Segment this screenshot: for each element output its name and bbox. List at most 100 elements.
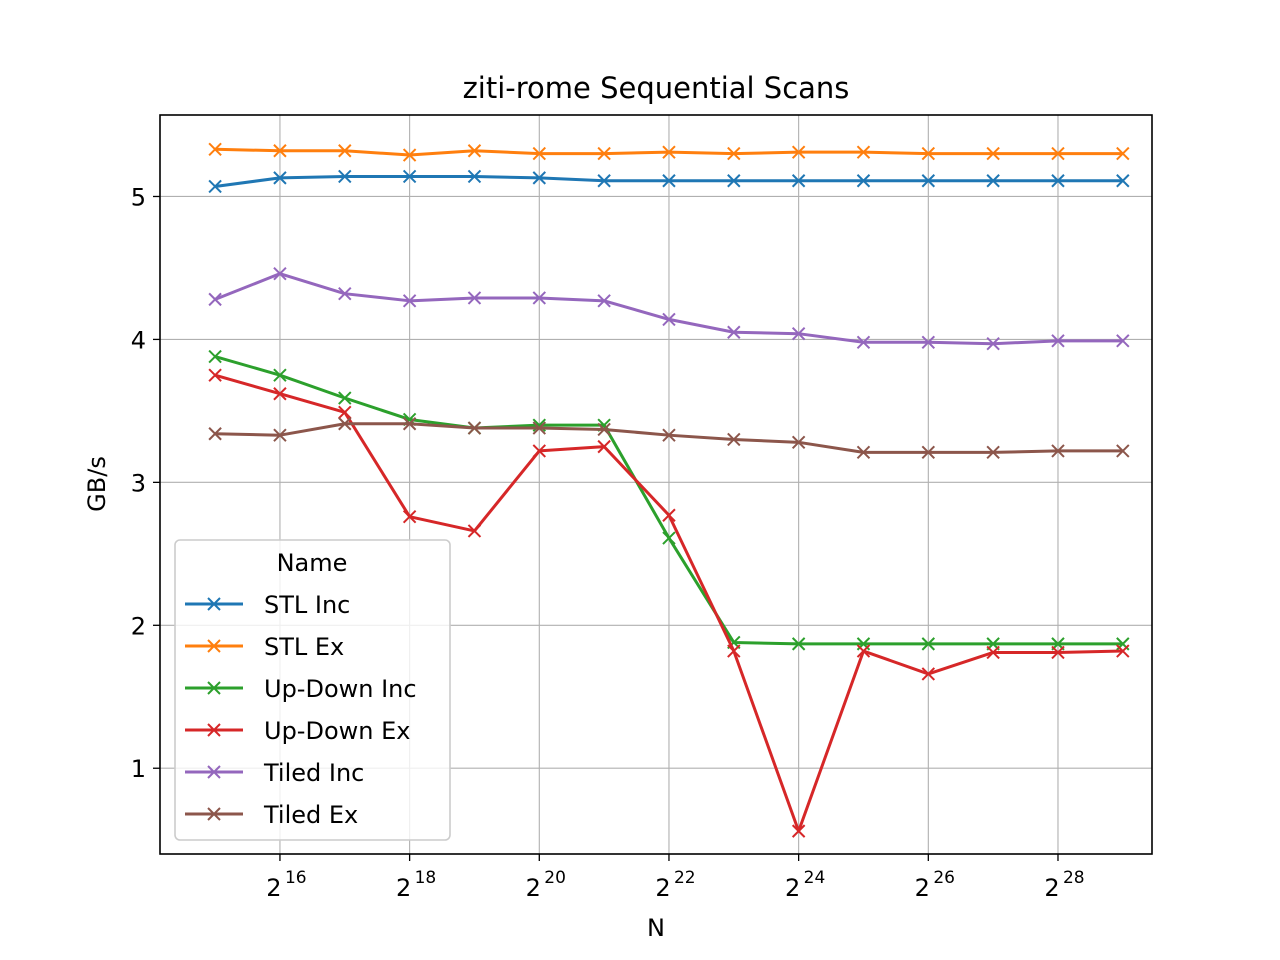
legend-entry: Tiled Inc [185,759,364,787]
data-point [1116,644,1130,658]
legend-entry: Up-Down Ex [185,717,410,745]
data-point [662,428,676,442]
data-point [597,439,611,454]
data-point [597,422,611,437]
x-tick-label: 2 [785,874,800,902]
data-point [338,144,352,158]
legend-label: Up-Down Ex [264,717,410,745]
data-point [791,174,806,188]
data-point [402,417,417,431]
legend-marker [207,723,221,737]
series-up-down-ex [208,368,1130,838]
x-tick-exponent: 16 [285,868,307,888]
data-point [727,325,741,339]
series-lines [208,142,1130,838]
data-point [856,145,871,159]
data-point [791,637,806,651]
data-point [727,432,741,447]
y-axis-label: GB/s [83,456,111,512]
legend-marker [207,597,221,611]
data-point [1051,174,1065,188]
data-point [1116,444,1130,458]
legend-entry: STL Inc [185,591,350,619]
data-point [532,421,547,435]
data-point [597,294,611,308]
data-point [467,421,482,435]
series-tiled-inc [208,266,1130,351]
data-point [662,312,676,327]
legend-title: Name [277,549,348,577]
data-point [921,445,936,460]
data-point [467,169,482,184]
data-point [921,637,936,651]
y-axis-ticks: 1 2 3 4 5 [131,183,160,783]
data-point [791,326,806,341]
legend-entry: STL Ex [185,633,344,661]
data-point [532,291,547,305]
data-point [1116,174,1130,188]
data-point [402,148,417,162]
data-point [727,174,741,188]
legend-label: Up-Down Inc [264,675,417,703]
data-point [856,174,871,188]
y-tick-label: 5 [131,183,146,211]
legend-label: Tiled Inc [263,759,364,787]
data-point [791,824,806,838]
data-point [597,174,611,188]
data-point [273,266,287,281]
data-point [467,524,482,538]
data-point [208,427,222,441]
data-point [467,291,482,305]
data-point [1051,334,1065,348]
data-point [986,645,1000,660]
legend-marker [207,807,221,821]
data-point [986,445,1000,460]
y-tick-label: 4 [131,326,146,354]
data-point [1116,334,1130,348]
x-tick-exponent: 28 [1063,868,1085,888]
data-point [921,174,936,188]
legend-marker [207,639,221,653]
data-point [921,335,936,349]
data-point [986,146,1000,161]
data-point [338,169,352,184]
x-tick-exponent: 20 [544,868,566,888]
axes-frame [159,114,1153,855]
x-tick-exponent: 26 [933,868,955,888]
data-point [208,142,222,157]
data-point [662,531,676,545]
data-point [532,146,547,161]
legend-entry: Tiled Ex [185,801,358,829]
y-tick-label: 3 [131,469,146,497]
data-point [273,171,287,185]
data-point [338,417,352,431]
data-point [662,145,676,159]
data-point [338,391,352,405]
chart-title: ziti-rome Sequential Scans [463,71,850,105]
series-stl-inc [208,169,1130,194]
data-point [402,509,417,524]
x-tick-label: 2 [396,874,411,902]
legend-entry: Up-Down Inc [185,675,417,703]
data-point [208,349,222,364]
data-point [273,387,287,401]
data-point [532,171,547,185]
data-point [856,644,871,658]
data-point [208,292,222,307]
data-point [1051,645,1065,660]
data-point [273,144,287,158]
x-tick-label: 2 [1044,874,1059,902]
data-point [532,444,547,458]
x-axis-ticks: 2 16 2 18 2 20 2 22 2 24 2 26 2 28 [266,854,1085,902]
x-tick-label: 2 [655,874,670,902]
data-point [338,286,352,301]
x-tick-exponent: 18 [415,868,437,888]
data-point [1116,146,1130,161]
data-point [791,145,806,159]
data-point [208,179,222,194]
data-point [273,368,287,382]
x-tick-label: 2 [526,874,541,902]
data-point [467,144,482,158]
legend-marker [207,765,221,779]
